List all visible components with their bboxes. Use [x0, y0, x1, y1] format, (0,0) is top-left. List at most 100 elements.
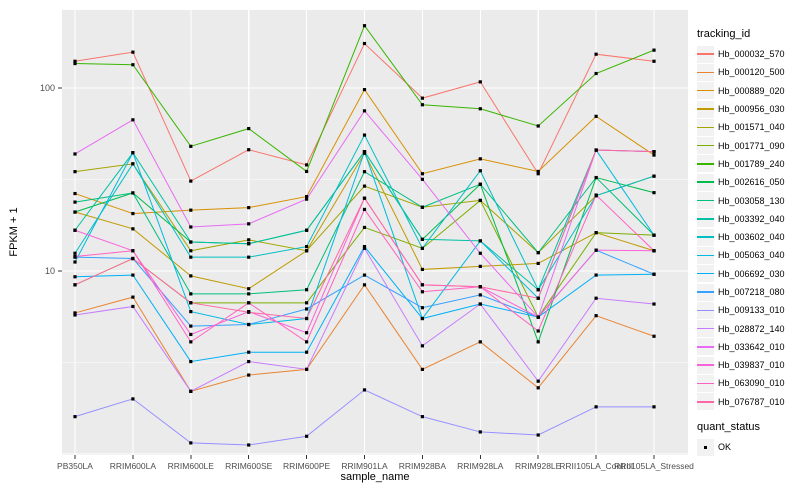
series-color-line-icon	[697, 254, 714, 257]
legend-item-Hb_007218_080: Hb_007218_080	[697, 283, 797, 301]
data-point	[536, 379, 540, 383]
data-point	[131, 304, 135, 309]
legend-title: tracking_id	[697, 28, 751, 40]
data-point	[362, 170, 367, 174]
data-point	[362, 207, 367, 212]
data-point	[478, 157, 482, 161]
data-point	[305, 434, 309, 438]
data-point	[478, 285, 482, 289]
data-point	[536, 329, 540, 333]
legend-key-swatch	[697, 155, 714, 173]
x-tick-label: RRIM600LE	[168, 461, 215, 471]
legend-key-swatch	[697, 283, 714, 301]
x-tick-label: RRIM600LA	[110, 461, 157, 471]
legend-item-Hb_000120_500: Hb_000120_500	[697, 63, 797, 81]
data-point	[305, 244, 309, 249]
legend-item-Hb_000032_570: Hb_000032_570	[697, 45, 797, 63]
data-point	[594, 314, 598, 318]
data-point	[594, 248, 598, 252]
data-point	[305, 288, 309, 292]
x-tick-label: RRII105LA_Control	[559, 461, 633, 471]
data-point	[73, 313, 77, 317]
data-point	[478, 239, 482, 243]
data-point	[652, 191, 656, 195]
data-point	[652, 233, 656, 237]
data-point	[247, 443, 251, 447]
data-point	[131, 63, 135, 67]
data-point	[305, 367, 309, 371]
data-point	[478, 169, 482, 173]
series-color-line-icon	[697, 382, 714, 385]
data-point	[594, 175, 598, 180]
data-point	[247, 238, 251, 242]
data-point	[189, 179, 193, 183]
data-point	[478, 340, 482, 344]
legend-item-label: Hb_001571_040	[718, 122, 785, 133]
series-color-line-icon	[697, 327, 714, 330]
legend-key-swatch	[697, 338, 714, 356]
legend-key-swatch	[697, 374, 714, 392]
legend-item-Hb_002616_050: Hb_002616_050	[697, 173, 797, 191]
data-point	[247, 310, 251, 314]
data-point	[594, 148, 598, 152]
data-point	[73, 200, 77, 204]
data-point	[536, 386, 540, 390]
series-color-line-icon	[697, 401, 714, 403]
legend-item-Hb_001771_090: Hb_001771_090	[697, 136, 797, 155]
legend-key-swatch	[697, 173, 714, 191]
data-point	[536, 315, 540, 319]
series-color-line-icon	[697, 309, 714, 312]
legend-item-Hb_005063_040: Hb_005063_040	[697, 246, 797, 264]
data-point	[131, 118, 135, 122]
legend-item-label: Hb_001771_090	[718, 140, 785, 151]
data-point	[73, 415, 77, 419]
legend-key-swatch	[697, 246, 714, 264]
legend-item-label: Hb_033642_010	[718, 341, 785, 352]
legend-key-swatch	[697, 301, 714, 319]
data-point	[478, 293, 482, 297]
data-point	[420, 103, 424, 107]
data-point	[652, 249, 656, 253]
data-point	[362, 196, 367, 200]
data-point	[420, 306, 424, 310]
legend-key-swatch	[697, 82, 714, 100]
data-point	[594, 52, 598, 56]
data-point	[305, 340, 309, 344]
data-point	[594, 114, 598, 118]
data-point	[420, 172, 424, 176]
data-point	[305, 316, 309, 321]
series-color-line-icon	[697, 272, 714, 275]
legend-key-swatch	[697, 320, 714, 338]
legend-item-Hb_000889_020: Hb_000889_020	[697, 82, 797, 100]
data-point	[652, 302, 656, 306]
legend-item-Hb_076787_010: Hb_076787_010	[697, 393, 797, 411]
legend-item-label: Hb_000032_570	[718, 49, 785, 60]
data-point	[73, 251, 77, 255]
data-point	[536, 261, 540, 266]
legend-item-label: Hb_007218_080	[718, 287, 785, 297]
data-point	[305, 301, 309, 305]
legend-item-Hb_033642_010: Hb_033642_010	[697, 338, 797, 356]
legend-item-Hb_009133_010: Hb_009133_010	[697, 301, 797, 319]
data-point	[594, 71, 598, 76]
data-point	[362, 133, 367, 137]
data-point	[420, 290, 424, 294]
data-point	[362, 24, 367, 28]
data-point	[362, 184, 367, 188]
x-tick-label: RRIM928BA	[399, 461, 447, 471]
data-point	[189, 240, 193, 244]
data-point	[131, 397, 135, 401]
data-point	[131, 273, 135, 277]
y-tick-label: 10	[45, 266, 55, 276]
data-point	[536, 172, 540, 176]
data-point	[478, 251, 482, 255]
data-point	[189, 389, 193, 393]
data-point	[247, 322, 251, 327]
legend-item-Hb_003058_130: Hb_003058_130	[697, 191, 797, 210]
data-point	[536, 288, 540, 292]
data-point	[73, 152, 77, 156]
data-point	[73, 59, 77, 63]
legend-item-Hb_028872_140: Hb_028872_140	[697, 319, 797, 338]
data-point	[189, 144, 193, 148]
legend-item-label: Hb_000120_500	[718, 67, 785, 78]
